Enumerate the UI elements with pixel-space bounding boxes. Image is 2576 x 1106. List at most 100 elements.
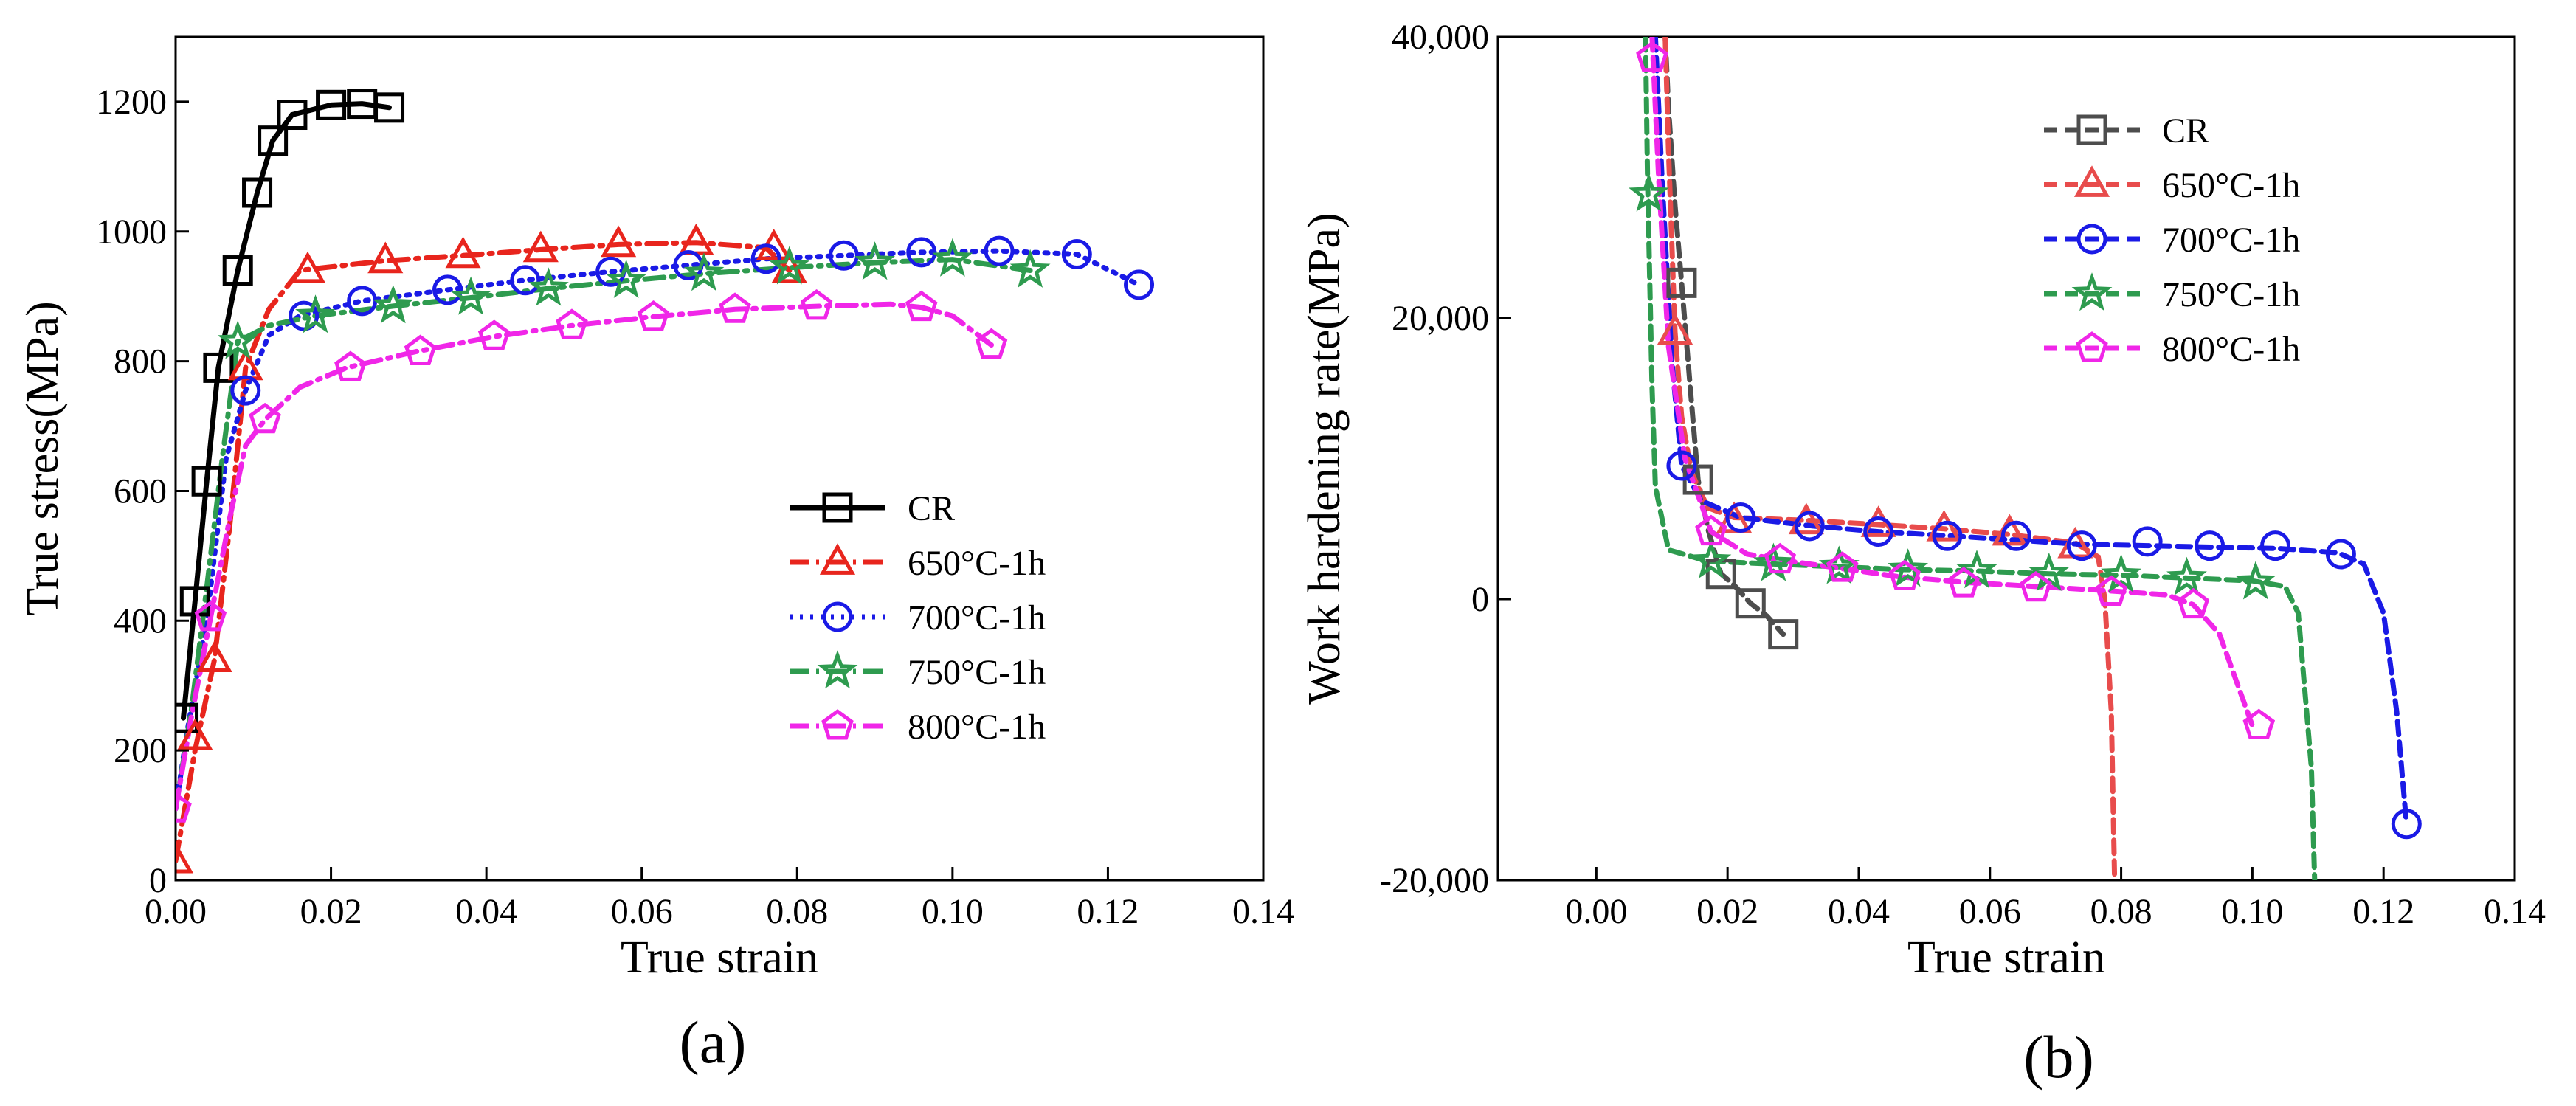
panel-label-b: (b)	[2023, 1023, 2094, 1091]
data-marker-circle	[906, 237, 937, 268]
legend-marker-star	[817, 650, 858, 689]
data-marker-pentagon	[1947, 567, 1980, 598]
data-marker-pentagon	[1636, 41, 1668, 72]
data-marker-circle	[828, 240, 859, 271]
legend-marker-square	[2076, 114, 2107, 145]
data-marker-circle	[2132, 526, 2163, 557]
legend-label: 800°C-1h	[2162, 330, 2300, 369]
y-tick-label: 600	[114, 471, 167, 511]
x-tick-label: 0.10	[922, 892, 984, 931]
panel-a: 0.00 0.02 0.04 0.06 0.08 0.10 0.12 0.14 0 200 400 6…	[18, 35, 1294, 1076]
y-tick-label: 200	[114, 731, 167, 770]
x-tick-label: 0.06	[1959, 892, 2021, 931]
data-marker-square	[179, 586, 210, 617]
legend-label: CR	[908, 489, 955, 528]
data-marker-triangle	[601, 225, 637, 258]
data-marker-star	[1691, 539, 1732, 578]
data-marker-circle	[984, 235, 1015, 266]
data-marker-circle	[1794, 511, 1825, 542]
data-marker-circle	[2391, 809, 2422, 840]
x-axis-label-a: True strain	[621, 933, 818, 983]
legend-label: 650°C-1h	[2162, 166, 2300, 205]
x-tick-label: 0.12	[1077, 892, 1139, 931]
panel-b: 0.00 0.02 0.04 0.06 0.08 0.10 0.12 0.14 -20,000 0…	[1299, 18, 2546, 1091]
y-tick-label: 400	[114, 601, 167, 640]
legend-marker-square	[822, 492, 853, 523]
x-axis-label-b: True strain	[1907, 933, 2105, 983]
panel-label-a: (a)	[679, 1009, 746, 1076]
data-marker-triangle	[177, 718, 213, 750]
x-tick-label: 0.06	[611, 892, 673, 931]
y-tick-label: 800	[114, 342, 167, 381]
data-marker-triangle	[176, 841, 194, 874]
data-marker-circle	[2195, 530, 2225, 561]
data-marker-circle	[230, 375, 261, 406]
data-marker-pentagon	[1888, 559, 1921, 591]
legend-marker-star	[2071, 272, 2113, 311]
x-tick-label: 0.14	[1232, 892, 1294, 931]
legend-label: 750°C-1h	[2162, 275, 2300, 314]
data-marker-triangle	[367, 241, 404, 274]
data-marker-square	[176, 702, 199, 733]
data-marker-triangle	[196, 640, 232, 672]
plot-frame-b	[1496, 35, 2516, 882]
y-tick-label: 20,000	[1392, 299, 1489, 338]
legend-label: 650°C-1h	[908, 544, 1046, 583]
data-marker-square	[277, 100, 308, 131]
y-tick-label: 0	[149, 861, 167, 900]
data-marker-circle	[2325, 539, 2356, 570]
legend-marker-pentagon	[821, 709, 854, 740]
data-marker-star	[1629, 173, 1669, 212]
data-marker-star	[2166, 556, 2207, 595]
data-marker-pentagon	[334, 350, 367, 381]
data-marker-star	[2235, 561, 2276, 600]
legend-a: CR 650°C-1h 700°C-1h 750°C-1h 800°C-1h	[790, 489, 1046, 747]
data-marker-circle	[510, 265, 541, 296]
y-tick-label: 1200	[96, 83, 167, 122]
data-marker-triangle	[445, 236, 481, 269]
x-tick-label: 0.00	[1565, 892, 1627, 931]
data-marker-square	[191, 466, 222, 497]
legend-marker-circle	[2076, 224, 2107, 255]
data-marker-pentagon	[719, 292, 751, 323]
data-marker-star	[450, 276, 491, 315]
legend-b: CR 650°C-1h 700°C-1h 750°C-1h 800°C-1h	[2044, 111, 2300, 369]
series-line-1	[181, 101, 392, 721]
data-marker-pentagon	[975, 328, 1008, 359]
x-tick-label: 0.02	[1696, 892, 1758, 931]
data-marker-circle	[432, 274, 463, 305]
data-marker-star	[932, 238, 973, 277]
data-marker-star	[1009, 249, 1051, 288]
data-marker-square	[1768, 619, 1799, 650]
y-tick-label: -20,000	[1380, 861, 1489, 900]
x-tick-label: 0.02	[300, 892, 362, 931]
data-marker-triangle	[289, 251, 326, 283]
legend-label: 700°C-1h	[2162, 221, 2300, 260]
x-tick-label: 0.08	[766, 892, 828, 931]
legend-marker-triangle	[819, 543, 856, 575]
data-marker-square	[374, 92, 405, 123]
data-marker-circle	[289, 300, 320, 331]
data-marker-pentagon	[905, 290, 938, 322]
data-marker-pentagon	[2020, 570, 2052, 602]
series-line-2	[1662, 37, 2118, 880]
data-marker-pentagon	[2095, 575, 2128, 606]
data-marker-square	[316, 89, 347, 120]
y-tick-label: 1000	[96, 212, 167, 252]
data-marker-star	[373, 285, 414, 324]
y-axis-label-b: Work hardening rate(MPa)	[1299, 212, 1350, 704]
series-line-1	[1662, 37, 1786, 637]
data-marker-pentagon	[477, 319, 511, 350]
plot-frame-a	[174, 35, 1265, 882]
data-marker-star	[769, 246, 810, 285]
x-tick-label: 0.08	[2090, 892, 2152, 931]
x-tick-label: 0.00	[145, 892, 207, 931]
data-marker-square	[1666, 267, 1697, 298]
data-marker-star	[2101, 553, 2141, 592]
data-marker-circle	[1124, 269, 1155, 300]
data-marker-star	[2028, 552, 2070, 592]
data-marker-circle	[2260, 530, 2291, 561]
data-marker-circle	[2066, 530, 2097, 561]
legend-label: 800°C-1h	[908, 708, 1046, 747]
data-marker-pentagon	[2242, 708, 2276, 739]
